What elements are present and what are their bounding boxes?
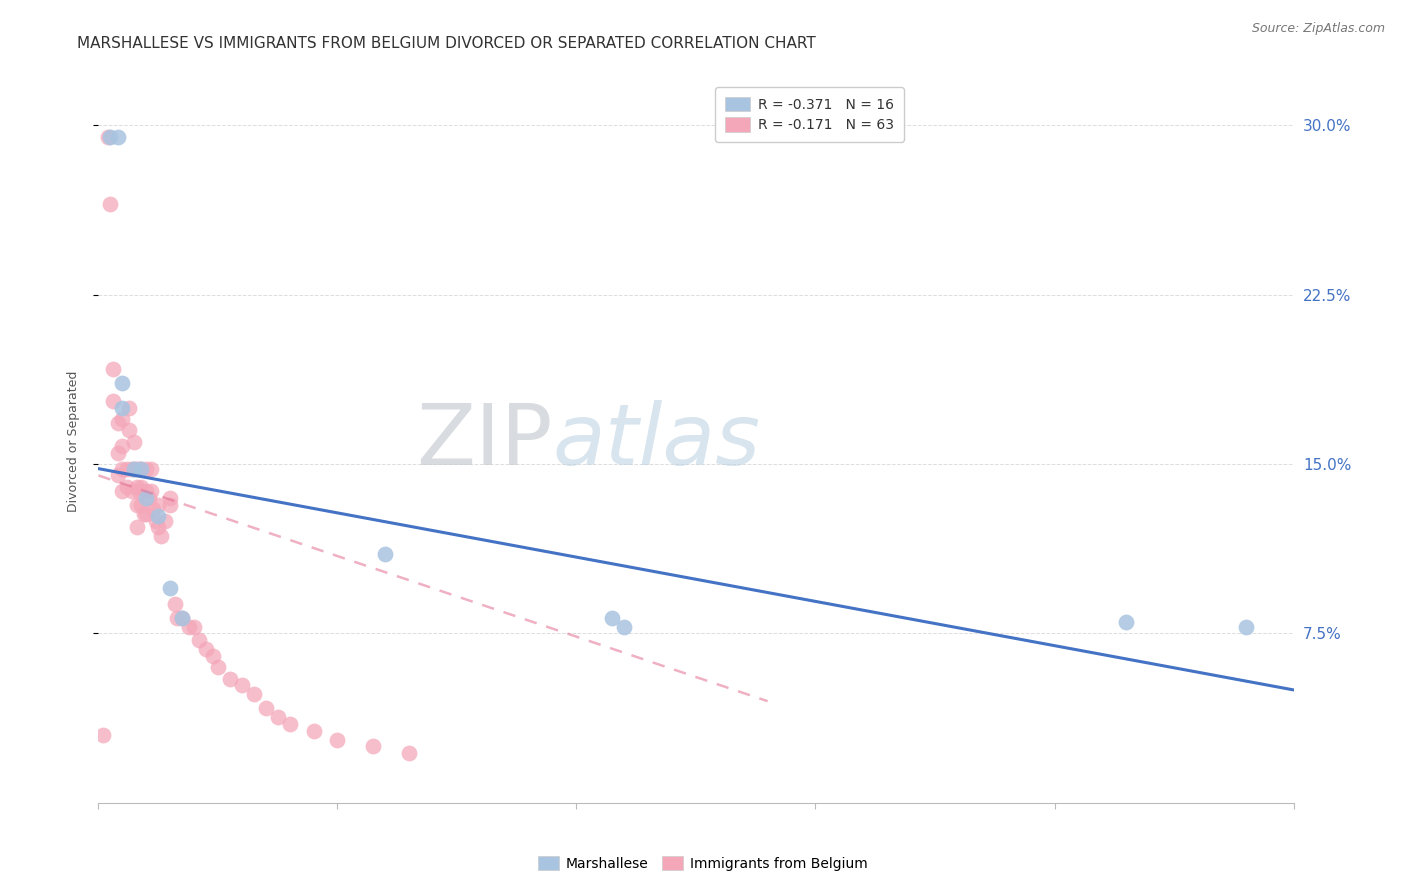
Point bbox=[1234, 620, 1257, 634]
Point bbox=[128, 484, 150, 499]
Point bbox=[602, 610, 624, 624]
Point bbox=[398, 746, 420, 760]
Point bbox=[131, 498, 153, 512]
Point bbox=[159, 498, 181, 512]
Point bbox=[195, 642, 218, 657]
Point bbox=[124, 461, 146, 475]
Point bbox=[101, 393, 124, 408]
Point bbox=[139, 461, 162, 475]
Text: ZIP: ZIP bbox=[416, 400, 553, 483]
Point bbox=[135, 507, 157, 521]
Point bbox=[131, 461, 153, 475]
Point bbox=[111, 439, 134, 453]
Point bbox=[101, 362, 124, 376]
Point bbox=[111, 412, 134, 426]
Point bbox=[139, 484, 162, 499]
Point bbox=[207, 660, 229, 674]
Point bbox=[374, 548, 396, 562]
Point bbox=[159, 491, 181, 505]
Text: MARSHALLESE VS IMMIGRANTS FROM BELGIUM DIVORCED OR SEPARATED CORRELATION CHART: MARSHALLESE VS IMMIGRANTS FROM BELGIUM D… bbox=[77, 36, 815, 51]
Point bbox=[231, 678, 253, 692]
Point bbox=[179, 620, 201, 634]
Point bbox=[125, 461, 148, 475]
Point bbox=[98, 197, 122, 211]
Point bbox=[124, 461, 146, 475]
Point bbox=[326, 732, 349, 747]
Point bbox=[124, 434, 146, 449]
Point bbox=[254, 701, 277, 715]
Point bbox=[278, 716, 301, 731]
Point bbox=[91, 728, 114, 742]
Point bbox=[107, 417, 129, 431]
Point bbox=[135, 484, 157, 499]
Point bbox=[125, 520, 148, 534]
Point bbox=[107, 446, 129, 460]
Point bbox=[163, 597, 186, 611]
Text: atlas: atlas bbox=[553, 400, 761, 483]
Point bbox=[142, 502, 165, 516]
Point bbox=[111, 484, 134, 499]
Point bbox=[128, 461, 150, 475]
Point bbox=[302, 723, 325, 738]
Point bbox=[98, 129, 122, 144]
Point bbox=[155, 514, 177, 528]
Point bbox=[159, 582, 181, 596]
Point bbox=[118, 401, 141, 415]
Text: Source: ZipAtlas.com: Source: ZipAtlas.com bbox=[1251, 22, 1385, 36]
Point bbox=[115, 480, 138, 494]
Point bbox=[121, 484, 143, 499]
Legend: R = -0.371   N = 16, R = -0.171   N = 63: R = -0.371 N = 16, R = -0.171 N = 63 bbox=[716, 87, 904, 142]
Legend: Marshallese, Immigrants from Belgium: Marshallese, Immigrants from Belgium bbox=[533, 850, 873, 876]
Point bbox=[363, 739, 385, 754]
Point bbox=[145, 514, 167, 528]
Point bbox=[183, 620, 205, 634]
Y-axis label: Divorced or Separated: Divorced or Separated bbox=[67, 371, 80, 512]
Point bbox=[148, 509, 170, 524]
Point bbox=[131, 461, 153, 475]
Point bbox=[166, 610, 188, 624]
Point bbox=[125, 480, 148, 494]
Point bbox=[118, 423, 141, 437]
Point bbox=[97, 129, 120, 144]
Point bbox=[121, 461, 143, 475]
Point bbox=[243, 687, 266, 701]
Point bbox=[107, 129, 129, 144]
Point bbox=[115, 461, 138, 475]
Point bbox=[172, 610, 194, 624]
Point bbox=[267, 710, 290, 724]
Point bbox=[111, 401, 134, 415]
Point bbox=[135, 461, 157, 475]
Point bbox=[111, 461, 134, 475]
Point bbox=[202, 648, 225, 663]
Point bbox=[131, 480, 153, 494]
Point bbox=[148, 520, 170, 534]
Point bbox=[111, 376, 134, 390]
Point bbox=[107, 468, 129, 483]
Point bbox=[149, 529, 172, 543]
Point bbox=[219, 672, 242, 686]
Point bbox=[138, 491, 160, 505]
Point bbox=[148, 498, 170, 512]
Point bbox=[1115, 615, 1137, 630]
Point bbox=[613, 620, 636, 634]
Point bbox=[125, 498, 148, 512]
Point bbox=[172, 610, 194, 624]
Point bbox=[135, 491, 157, 505]
Point bbox=[132, 507, 155, 521]
Point bbox=[187, 633, 209, 648]
